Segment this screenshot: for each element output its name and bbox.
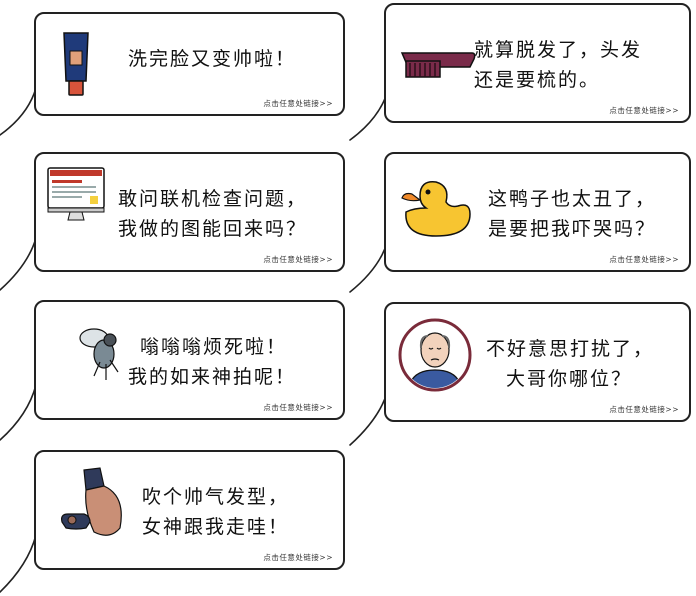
card-text-line1: 洗完脸又变帅啦！ <box>128 48 297 70</box>
card-text-line1: 嗡嗡嗡烦死啦！ <box>140 336 288 358</box>
card-text-line2: 大哥你哪位？ <box>506 368 633 390</box>
card-computer[interactable]: 敢问联机检查问题， 我做的图能回来吗？ 点击任意处链接>> <box>34 152 345 272</box>
card-text-line1: 敢问联机检查问题， <box>118 188 308 210</box>
card-comb[interactable]: 就算脱发了，头发 还是要梳的。 点击任意处链接>> <box>384 3 691 123</box>
card-text-line1: 吹个帅气发型， <box>142 486 290 508</box>
old-man-avatar-icon <box>398 318 472 396</box>
card-link[interactable]: 点击任意处链接>> <box>263 255 333 264</box>
card-link[interactable]: 点击任意处链接>> <box>263 403 333 412</box>
computer-monitor-icon <box>46 166 106 228</box>
card-old-man[interactable]: 不好意思打扰了， 大哥你哪位？ 点击任意处链接>> <box>384 302 691 422</box>
card-link[interactable]: 点击任意处链接>> <box>263 99 333 108</box>
card-link[interactable]: 点击任意处链接>> <box>263 553 333 562</box>
card-text-line2: 是要把我吓哭吗？ <box>488 218 657 240</box>
card-hair-dryer[interactable]: 吹个帅气发型， 女神跟我走哇！ 点击任意处链接>> <box>34 450 345 570</box>
card-link[interactable]: 点击任意处链接>> <box>609 405 679 414</box>
fly-icon <box>70 322 130 386</box>
card-text-line1: 就算脱发了，头发 <box>474 39 643 61</box>
card-text-line2: 女神跟我走哇！ <box>142 516 290 538</box>
card-fly[interactable]: 嗡嗡嗡烦死啦！ 我的如来神拍呢！ 点击任意处链接>> <box>34 300 345 420</box>
rubber-duck-icon <box>400 172 476 244</box>
card-text-line1: 这鸭子也太丑了， <box>488 188 657 210</box>
card-link[interactable]: 点击任意处链接>> <box>609 106 679 115</box>
card-text-line2: 还是要梳的。 <box>474 69 601 91</box>
card-duck[interactable]: 这鸭子也太丑了， 是要把我吓哭吗？ 点击任意处链接>> <box>384 152 691 272</box>
face-wash-tube-icon <box>56 29 96 103</box>
card-face-wash[interactable]: 洗完脸又变帅啦！ 点击任意处链接>> <box>34 12 345 116</box>
card-text-line2: 我的如来神拍呢！ <box>128 366 297 388</box>
hair-dryer-icon <box>56 466 136 550</box>
card-link[interactable]: 点击任意处链接>> <box>609 255 679 264</box>
card-text-line2: 我做的图能回来吗？ <box>118 218 308 240</box>
comb-icon <box>400 43 476 85</box>
card-text-line1: 不好意思打扰了， <box>486 338 655 360</box>
